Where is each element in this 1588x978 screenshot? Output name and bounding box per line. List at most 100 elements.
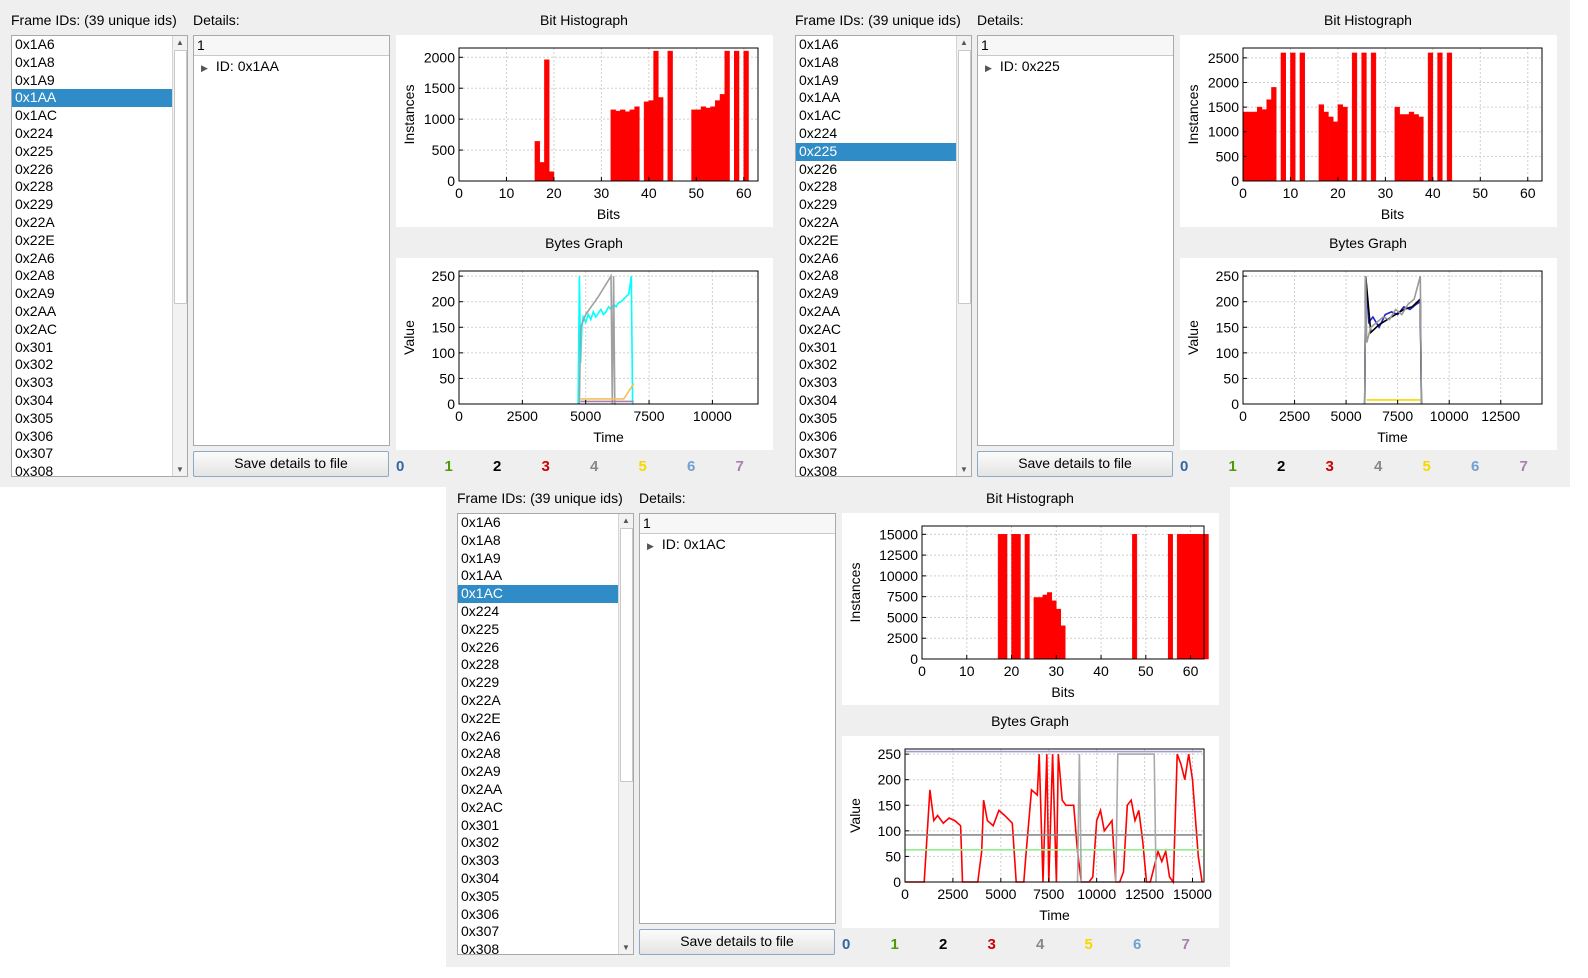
frame-id-item[interactable]: 0x2AA [799, 302, 841, 319]
frame-id-item[interactable]: 0x307 [461, 923, 500, 940]
frame-id-item[interactable]: 0x22A [15, 213, 55, 230]
frame-id-item[interactable]: 0x1A9 [15, 71, 55, 88]
frame-id-item[interactable]: 0x1AC [799, 107, 842, 124]
details-tree-item[interactable]: ▶ ID: 0x225 [978, 56, 1173, 76]
frame-id-item[interactable]: 0x1A9 [799, 71, 839, 88]
list-scrollbar[interactable]: ▲ ▼ [618, 514, 633, 954]
frame-id-item[interactable]: 0x226 [15, 160, 54, 177]
scroll-up-arrow-icon[interactable]: ▲ [960, 38, 968, 47]
frame-id-item[interactable]: 0x2AC [461, 798, 504, 815]
frame-id-item[interactable]: 0x229 [15, 196, 54, 213]
frame-id-item[interactable]: 0x2A9 [15, 285, 55, 302]
frame-id-item[interactable]: 0x303 [799, 374, 838, 391]
save-details-button[interactable]: Save details to file [193, 451, 389, 477]
frame-id-item[interactable]: 0x224 [15, 124, 54, 141]
frame-id-item[interactable]: 0x301 [461, 816, 500, 833]
frame-id-item[interactable]: 0x2AA [461, 780, 503, 797]
frame-id-item[interactable]: 0x302 [15, 356, 54, 373]
details-tree[interactable]: 1 ▶ ID: 0x225 [977, 35, 1174, 446]
frame-id-item[interactable]: 0x1A8 [15, 53, 55, 70]
frame-id-item[interactable]: 0x1A8 [461, 531, 501, 548]
frame-id-item[interactable]: 0x1AA [461, 567, 503, 584]
frame-id-item[interactable]: 0x1A6 [461, 514, 501, 530]
list-scrollbar[interactable]: ▲ ▼ [956, 36, 971, 476]
frame-id-item[interactable]: 0x1A6 [15, 36, 55, 52]
details-tree-item[interactable]: ▶ ID: 0x1AC [640, 534, 835, 554]
scrollbar-thumb[interactable] [958, 50, 971, 304]
frame-id-item[interactable]: 0x22E [799, 231, 839, 248]
frame-id-item[interactable]: 0x228 [799, 178, 838, 195]
frame-ids-list[interactable]: 0x1A6 0x1A8 0x1A9 0x1AA 0x1AC 0x224 0x225 0x226… [795, 35, 972, 477]
frame-id-item[interactable]: 0x224 [799, 124, 838, 141]
scroll-up-arrow-icon[interactable]: ▲ [176, 38, 184, 47]
frame-id-item[interactable]: 0x22A [461, 691, 501, 708]
frame-id-item[interactable]: 0x228 [15, 178, 54, 195]
expand-arrow-icon[interactable]: ▶ [201, 63, 208, 73]
frame-id-item[interactable]: 0x306 [15, 427, 54, 444]
frame-id-item[interactable]: 0x2A9 [461, 763, 501, 780]
frame-id-item[interactable]: 0x308 [461, 941, 500, 955]
details-tree-item[interactable]: ▶ ID: 0x1AA [194, 56, 389, 76]
frame-id-item[interactable]: 0x303 [461, 852, 500, 869]
details-tree[interactable]: 1 ▶ ID: 0x1AC [639, 513, 836, 924]
frame-id-item[interactable]: 0x1A8 [799, 53, 839, 70]
frame-id-item[interactable]: 0x2A9 [799, 285, 839, 302]
frame-id-item[interactable]: 0x307 [799, 445, 838, 462]
frame-id-item[interactable]: 0x2A8 [799, 267, 839, 284]
frame-id-item[interactable]: 0x2A8 [15, 267, 55, 284]
frame-id-item[interactable]: 0x304 [799, 391, 838, 408]
frame-id-item[interactable]: 0x307 [15, 445, 54, 462]
frame-id-item[interactable]: 0x225 [796, 142, 956, 161]
frame-id-item[interactable]: 0x2A6 [799, 249, 839, 266]
frame-id-item[interactable]: 0x2A6 [461, 727, 501, 744]
frame-id-item[interactable]: 0x308 [15, 463, 54, 477]
frame-ids-list[interactable]: 0x1A6 0x1A8 0x1A9 0x1AA 0x1AC 0x224 0x225 0x226… [11, 35, 188, 477]
scroll-down-arrow-icon[interactable]: ▼ [960, 465, 968, 474]
frame-id-item[interactable]: 0x302 [799, 356, 838, 373]
scrollbar-thumb[interactable] [620, 528, 633, 782]
scroll-down-arrow-icon[interactable]: ▼ [622, 943, 630, 952]
frame-id-item[interactable]: 0x225 [461, 620, 500, 637]
frame-ids-list[interactable]: 0x1A6 0x1A8 0x1A9 0x1AA 0x1AC 0x224 0x225 0x226… [457, 513, 634, 955]
frame-id-item[interactable]: 0x301 [799, 338, 838, 355]
frame-id-item[interactable]: 0x229 [799, 196, 838, 213]
expand-arrow-icon[interactable]: ▶ [985, 63, 992, 73]
frame-id-item[interactable]: 0x308 [799, 463, 838, 477]
frame-id-item[interactable]: 0x2A8 [461, 745, 501, 762]
details-tree[interactable]: 1 ▶ ID: 0x1AA [193, 35, 390, 446]
frame-id-item[interactable]: 0x229 [461, 674, 500, 691]
frame-id-item[interactable]: 0x303 [15, 374, 54, 391]
frame-id-item[interactable]: 0x1A6 [799, 36, 839, 52]
list-scrollbar[interactable]: ▲ ▼ [172, 36, 187, 476]
frame-id-item[interactable]: 0x304 [15, 391, 54, 408]
frame-id-item[interactable]: 0x302 [461, 834, 500, 851]
frame-id-item[interactable]: 0x305 [799, 409, 838, 426]
scroll-down-arrow-icon[interactable]: ▼ [176, 465, 184, 474]
frame-id-item[interactable]: 0x1A9 [461, 549, 501, 566]
frame-id-item[interactable]: 0x224 [461, 602, 500, 619]
scroll-up-arrow-icon[interactable]: ▲ [622, 516, 630, 525]
frame-id-item[interactable]: 0x22E [15, 231, 55, 248]
frame-id-item[interactable]: 0x1AC [458, 585, 618, 603]
frame-id-item[interactable]: 0x306 [461, 905, 500, 922]
frame-id-item[interactable]: 0x2AC [799, 320, 842, 337]
frame-id-item[interactable]: 0x306 [799, 427, 838, 444]
frame-id-item[interactable]: 0x305 [461, 887, 500, 904]
frame-id-item[interactable]: 0x228 [461, 656, 500, 673]
frame-id-item[interactable]: 0x226 [461, 638, 500, 655]
frame-id-item[interactable]: 0x2A6 [15, 249, 55, 266]
frame-id-item[interactable]: 0x2AA [15, 302, 57, 319]
frame-id-item[interactable]: 0x225 [15, 142, 54, 159]
expand-arrow-icon[interactable]: ▶ [647, 541, 654, 551]
frame-id-item[interactable]: 0x301 [15, 338, 54, 355]
frame-id-item[interactable]: 0x226 [799, 160, 838, 177]
frame-id-item[interactable]: 0x2AC [15, 320, 58, 337]
frame-id-item[interactable]: 0x305 [15, 409, 54, 426]
frame-id-item[interactable]: 0x22A [799, 213, 839, 230]
scrollbar-thumb[interactable] [174, 50, 187, 304]
frame-id-item[interactable]: 0x1AC [15, 107, 58, 124]
frame-id-item[interactable]: 0x1AA [12, 89, 172, 108]
save-details-button[interactable]: Save details to file [639, 929, 835, 955]
frame-id-item[interactable]: 0x22E [461, 709, 501, 726]
save-details-button[interactable]: Save details to file [977, 451, 1173, 477]
